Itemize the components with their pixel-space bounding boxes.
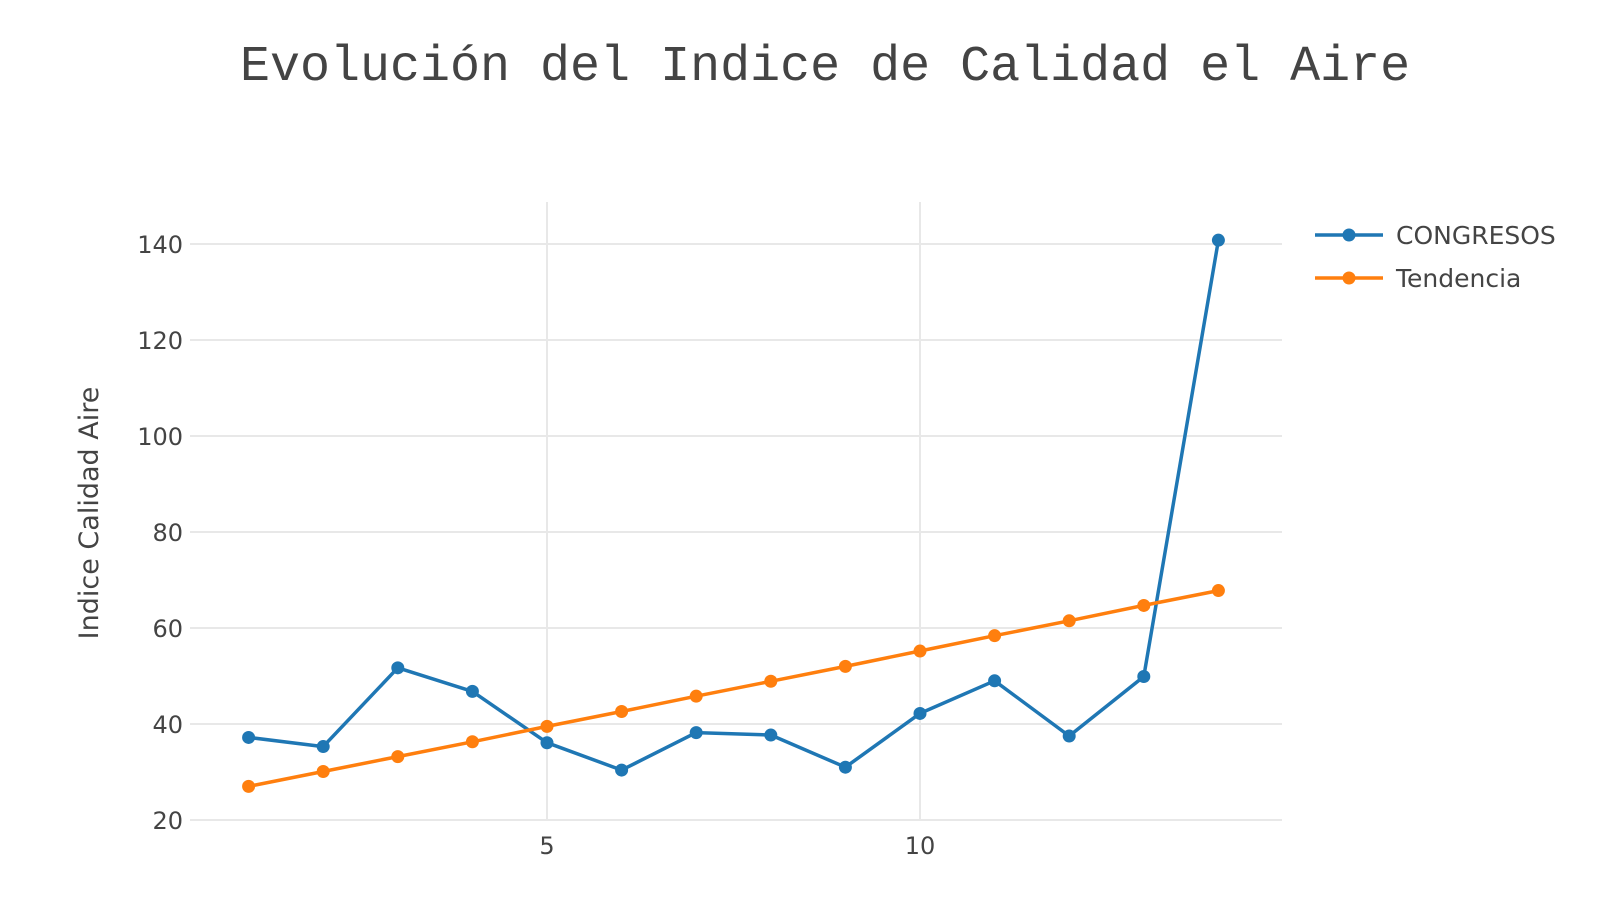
data-point[interactable] <box>615 705 629 719</box>
data-point[interactable] <box>988 674 1002 688</box>
series-congresos <box>242 233 1225 777</box>
data-point[interactable] <box>838 659 852 673</box>
y-tick-label: 140 <box>137 231 183 259</box>
series-lines <box>242 233 1225 793</box>
gridlines <box>190 202 1282 821</box>
legend-label: CONGRESOS <box>1396 221 1556 250</box>
y-axis-title: Indice Calidad Aire <box>74 387 105 640</box>
data-point[interactable] <box>1062 614 1076 628</box>
data-point[interactable] <box>689 726 703 740</box>
y-tick-label: 100 <box>137 423 183 451</box>
data-point[interactable] <box>316 765 330 779</box>
data-point[interactable] <box>242 779 256 793</box>
data-point[interactable] <box>689 689 703 703</box>
legend-marker <box>1342 271 1356 285</box>
data-point[interactable] <box>391 750 405 764</box>
data-point[interactable] <box>764 674 778 688</box>
data-point[interactable] <box>391 661 405 675</box>
series-line <box>248 588 1219 789</box>
legend-item-congresos[interactable]: CONGRESOS <box>1315 221 1556 250</box>
data-point[interactable] <box>913 706 927 720</box>
chart-title: Evolución del Indice de Calidad el Aire <box>240 39 1411 96</box>
data-point[interactable] <box>1137 669 1151 683</box>
data-point[interactable] <box>242 730 256 744</box>
data-point[interactable] <box>1062 729 1076 743</box>
tick-labels: 20 40 60 80 100 120 140 5 10 <box>137 231 935 860</box>
series-line <box>248 239 1221 772</box>
series-tendencia <box>242 584 1225 793</box>
data-point[interactable] <box>838 760 852 774</box>
data-point[interactable] <box>465 735 479 749</box>
y-tick-label: 80 <box>152 519 183 547</box>
y-tick-label: 120 <box>137 327 183 355</box>
data-point[interactable] <box>1211 584 1225 598</box>
data-point[interactable] <box>1211 233 1225 247</box>
data-point[interactable] <box>1137 598 1151 612</box>
legend[interactable]: CONGRESOS Tendencia <box>1315 221 1556 293</box>
data-point[interactable] <box>764 728 778 742</box>
x-tick-label: 5 <box>539 832 554 860</box>
data-point[interactable] <box>316 740 330 754</box>
data-point[interactable] <box>540 719 554 733</box>
data-point[interactable] <box>913 644 927 658</box>
legend-marker <box>1342 228 1356 242</box>
data-point[interactable] <box>988 629 1002 643</box>
data-point[interactable] <box>615 763 629 777</box>
legend-item-tendencia[interactable]: Tendencia <box>1315 264 1521 293</box>
data-point[interactable] <box>540 736 554 750</box>
legend-label: Tendencia <box>1395 264 1521 293</box>
x-tick-label: 10 <box>905 832 936 860</box>
y-tick-label: 20 <box>152 807 183 835</box>
y-tick-label: 60 <box>152 615 183 643</box>
data-point[interactable] <box>465 684 479 698</box>
y-tick-label: 40 <box>152 711 183 739</box>
